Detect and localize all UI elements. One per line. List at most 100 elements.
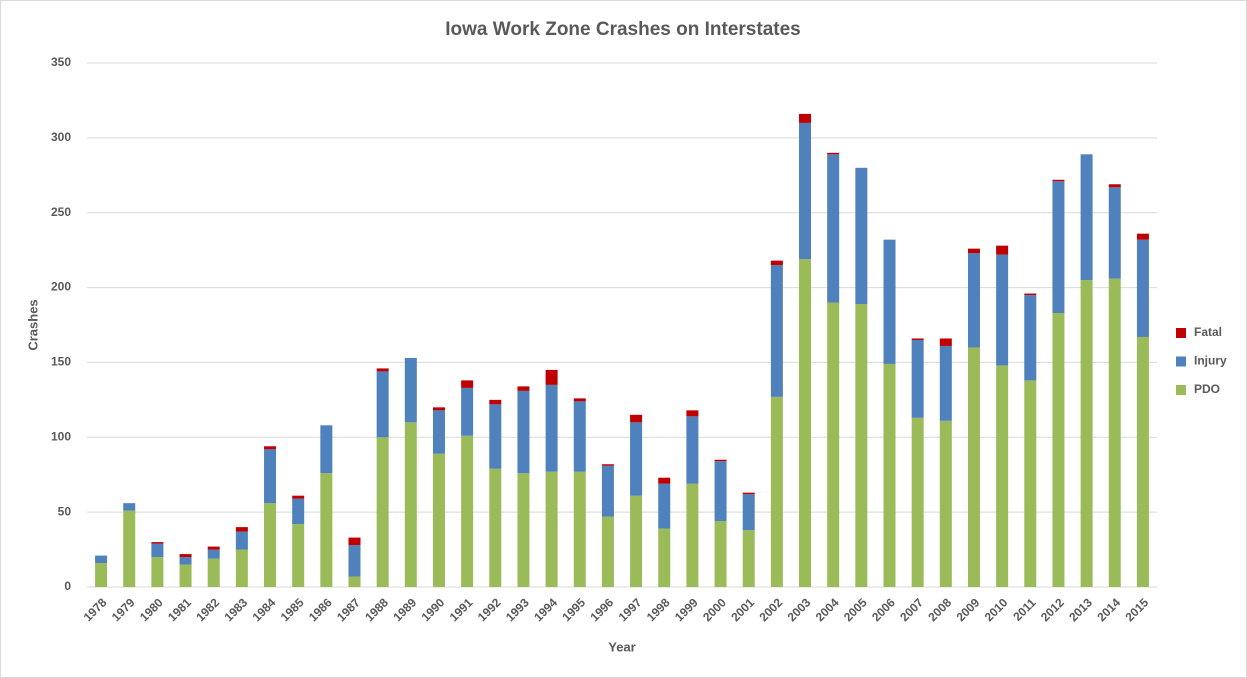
bar-segment bbox=[1080, 154, 1093, 281]
legend-label: PDO bbox=[1194, 382, 1220, 396]
bar-segment bbox=[855, 304, 868, 587]
bar-segment bbox=[601, 465, 614, 517]
bar-segment bbox=[911, 417, 924, 587]
bar-segment bbox=[376, 368, 389, 372]
bar-segment bbox=[545, 471, 558, 587]
bar-segment bbox=[855, 167, 868, 305]
bar-segment bbox=[573, 471, 586, 587]
bar-segment bbox=[1108, 278, 1121, 587]
bar-segment bbox=[601, 516, 614, 587]
bar-segment bbox=[630, 422, 643, 496]
bar-segment bbox=[1108, 187, 1121, 279]
bar-segment bbox=[630, 495, 643, 587]
bar-segment bbox=[517, 386, 530, 391]
bar-segment bbox=[939, 345, 952, 421]
y-tick-label: 50 bbox=[58, 504, 72, 518]
bar-segment bbox=[545, 384, 558, 472]
bar-segment bbox=[827, 152, 840, 155]
bar-segment bbox=[799, 122, 812, 260]
bar-segment bbox=[461, 387, 474, 436]
bar-segment bbox=[1136, 233, 1149, 240]
legend-label: Fatal bbox=[1194, 325, 1222, 339]
bar-segment bbox=[151, 557, 164, 587]
bar-segment bbox=[489, 468, 502, 587]
legend-swatch bbox=[1176, 328, 1186, 338]
y-tick-label: 0 bbox=[64, 579, 71, 593]
bar-segment bbox=[714, 459, 727, 462]
bar-segment bbox=[404, 422, 417, 587]
legend-swatch bbox=[1176, 356, 1186, 367]
bar-segment bbox=[95, 555, 108, 564]
bar-segment bbox=[207, 558, 220, 587]
bar-segment bbox=[292, 495, 305, 499]
bar-segment bbox=[264, 446, 277, 450]
bar-segment bbox=[996, 365, 1009, 587]
bar-segment bbox=[432, 453, 445, 587]
bar-segment bbox=[1052, 181, 1065, 314]
bar-segment bbox=[967, 347, 980, 587]
bar-segment bbox=[827, 302, 840, 587]
bar-segment bbox=[235, 549, 248, 587]
bar-segment bbox=[348, 576, 361, 587]
bar-segment bbox=[264, 449, 277, 504]
y-tick-label: 100 bbox=[51, 429, 71, 443]
bar-segment bbox=[151, 543, 164, 558]
bar-segment bbox=[967, 253, 980, 348]
bar-segment bbox=[573, 401, 586, 472]
bar-segment bbox=[1108, 184, 1121, 188]
y-tick-label: 350 bbox=[51, 55, 71, 69]
bar-segment bbox=[686, 483, 699, 587]
bar-segment bbox=[799, 113, 812, 123]
bar-segment bbox=[123, 503, 136, 511]
bar-segment bbox=[545, 369, 558, 385]
bar-segment bbox=[1024, 295, 1037, 381]
bar-segment bbox=[883, 239, 896, 364]
bar-segment bbox=[601, 464, 614, 466]
bar-segment bbox=[1052, 179, 1065, 182]
bar-segment bbox=[1052, 313, 1065, 587]
bar-segment bbox=[742, 530, 755, 587]
bar-segment bbox=[658, 483, 671, 529]
bar-segment bbox=[658, 528, 671, 587]
bar-segment bbox=[461, 380, 474, 388]
bar-segment bbox=[967, 248, 980, 254]
bar-segment bbox=[770, 260, 783, 266]
bar-segment bbox=[939, 338, 952, 346]
bar-segment bbox=[714, 461, 727, 522]
bar-segment bbox=[911, 339, 924, 418]
bar-segment bbox=[179, 564, 192, 587]
bar-segment bbox=[686, 416, 699, 484]
bar-segment bbox=[742, 494, 755, 531]
bar-segment bbox=[911, 338, 924, 340]
legend-label: Injury bbox=[1194, 354, 1227, 368]
bar-segment bbox=[827, 154, 840, 303]
bar-segment bbox=[939, 420, 952, 587]
bar-segment bbox=[235, 531, 248, 550]
bar-segment bbox=[1024, 293, 1037, 296]
bar-segment bbox=[207, 546, 220, 550]
y-tick-label: 300 bbox=[51, 130, 71, 144]
bar-segment bbox=[95, 563, 108, 587]
bar-segment bbox=[1024, 380, 1037, 587]
chart-title: Iowa Work Zone Crashes on Interstates bbox=[445, 19, 800, 40]
bar-segment bbox=[404, 357, 417, 423]
bar-segment bbox=[123, 510, 136, 587]
bar-segment bbox=[348, 537, 361, 546]
bar-segment bbox=[799, 259, 812, 587]
bar-segment bbox=[489, 399, 502, 405]
y-tick-label: 250 bbox=[51, 205, 71, 219]
bar-segment bbox=[432, 407, 445, 411]
bar-segment bbox=[658, 477, 671, 484]
bar-segment bbox=[207, 549, 220, 559]
y-tick-label: 200 bbox=[51, 280, 71, 294]
bar-segment bbox=[770, 265, 783, 397]
bar-segment bbox=[1136, 336, 1149, 587]
bar-segment bbox=[517, 473, 530, 587]
bar-segment bbox=[179, 557, 192, 565]
bar-segment bbox=[996, 245, 1009, 255]
y-axis-title: Crashes bbox=[25, 299, 40, 350]
y-tick-label: 150 bbox=[51, 355, 71, 369]
bar-segment bbox=[320, 473, 333, 587]
bar-segment bbox=[292, 524, 305, 587]
